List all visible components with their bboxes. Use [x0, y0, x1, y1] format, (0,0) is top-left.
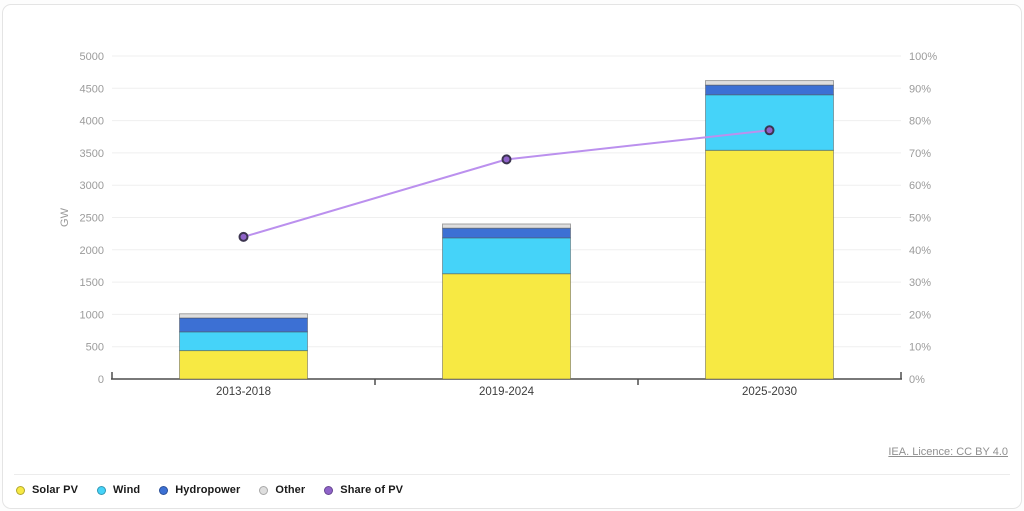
legend-item-hydropower[interactable]: Hydropower: [159, 484, 240, 496]
left-axis-tick-label: 2500: [80, 213, 104, 225]
left-axis-tick-label: 1000: [80, 309, 104, 321]
bar-segment-solar-pv[interactable]: [442, 273, 571, 380]
right-axis-tick-label: 80%: [909, 116, 931, 128]
left-axis-tick-label: 3500: [80, 148, 104, 160]
right-axis-tick-label: 70%: [909, 148, 931, 160]
bar-segment-hydropower[interactable]: [705, 84, 834, 96]
bar-segment-wind[interactable]: [442, 237, 571, 275]
pv-share-marker[interactable]: [238, 231, 249, 242]
legend-swatch: [159, 485, 169, 495]
legend-item-other[interactable]: Other: [259, 484, 305, 496]
right-axis-tick-label: 20%: [909, 309, 931, 321]
legend-swatch: [324, 485, 334, 495]
left-axis-tick-label: 4500: [80, 83, 104, 95]
bar-segment-hydropower[interactable]: [179, 317, 308, 333]
bar-segment-other[interactable]: [179, 313, 308, 319]
left-axis-unit-label: GW: [59, 207, 71, 227]
legend-label: Solar PV: [32, 484, 79, 496]
left-axis-tick-label: 4000: [80, 116, 104, 128]
x-axis-label: 2025-2030: [742, 386, 797, 398]
legend-item-wind[interactable]: Wind: [97, 484, 140, 496]
bar-segment-solar-pv[interactable]: [705, 149, 834, 380]
legend: Solar PV Wind Hydropower Other Share of PV: [16, 484, 403, 496]
left-axis-tick-label: 2000: [80, 245, 104, 257]
right-axis-tick-label: 90%: [909, 83, 931, 95]
legend-label: Hydropower: [175, 484, 241, 496]
right-axis-tick-label: 50%: [909, 213, 931, 225]
legend-item-share-of-pv[interactable]: Share of PV: [324, 484, 403, 496]
right-axis-tick-label: 10%: [909, 342, 931, 354]
bar-segment-wind[interactable]: [179, 331, 308, 352]
left-axis-tick-label: 0: [98, 374, 104, 386]
legend-label: Share of PV: [340, 484, 404, 496]
left-axis-tick-label: 3000: [80, 180, 104, 192]
legend-item-solar-pv[interactable]: Solar PV: [16, 484, 78, 496]
legend-swatch: [16, 485, 25, 495]
bar-segment-other[interactable]: [442, 223, 571, 229]
bar-segment-other[interactable]: [705, 80, 834, 86]
bar-segment-hydropower[interactable]: [442, 227, 571, 239]
bar-segment-wind[interactable]: [705, 94, 834, 151]
legend-swatch: [259, 485, 269, 495]
attribution-link[interactable]: IEA. Licence: CC BY 4.0: [888, 446, 1008, 458]
legend-swatch: [97, 485, 107, 495]
pv-share-marker[interactable]: [764, 125, 775, 136]
legend-label: Wind: [113, 484, 141, 496]
x-axis-label: 2013-2018: [216, 386, 271, 398]
right-axis-tick-label: 0%: [909, 374, 925, 386]
pv-share-line: [243, 129, 770, 238]
right-axis-tick-label: 40%: [909, 245, 931, 257]
left-axis-tick-label: 1500: [80, 277, 104, 289]
legend-label: Other: [275, 484, 306, 496]
bar-segment-solar-pv[interactable]: [179, 350, 308, 380]
pv-share-marker[interactable]: [501, 154, 512, 165]
footer-divider: [14, 474, 1010, 475]
right-axis-tick-label: 100%: [909, 51, 937, 63]
left-axis-tick-label: 5000: [80, 51, 104, 63]
left-axis-tick-label: 500: [86, 342, 104, 354]
x-axis-label: 2019-2024: [479, 386, 535, 398]
right-axis-tick-label: 30%: [909, 277, 931, 289]
right-axis-tick-label: 60%: [909, 180, 931, 192]
